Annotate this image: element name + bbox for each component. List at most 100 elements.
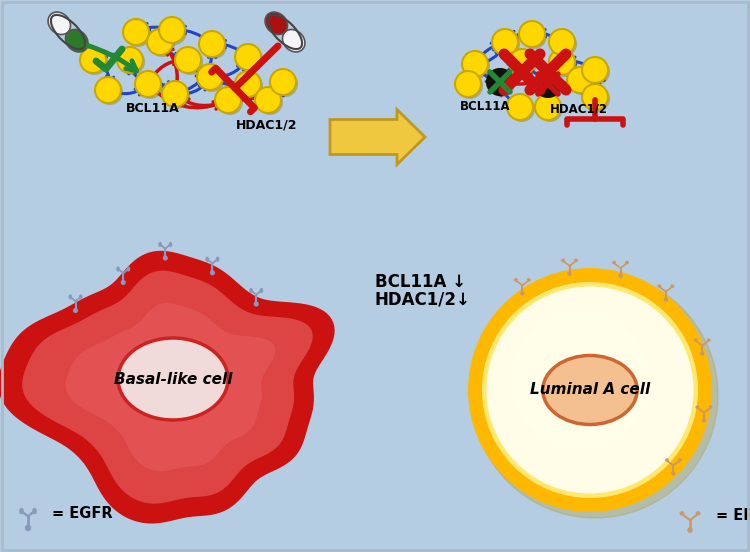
Ellipse shape xyxy=(118,338,228,420)
Ellipse shape xyxy=(514,278,517,282)
FancyArrowPatch shape xyxy=(510,31,530,39)
Ellipse shape xyxy=(670,284,674,288)
FancyArrowPatch shape xyxy=(110,88,143,95)
FancyArrowPatch shape xyxy=(550,83,574,89)
FancyArrowPatch shape xyxy=(501,64,516,79)
Circle shape xyxy=(455,71,481,97)
Ellipse shape xyxy=(79,294,82,300)
Polygon shape xyxy=(5,258,328,517)
Ellipse shape xyxy=(625,261,629,264)
Circle shape xyxy=(671,471,676,476)
Circle shape xyxy=(464,53,490,79)
FancyArrowPatch shape xyxy=(95,61,113,84)
Circle shape xyxy=(494,31,520,57)
FancyArrowPatch shape xyxy=(129,66,146,83)
Circle shape xyxy=(507,94,533,120)
Circle shape xyxy=(163,256,168,261)
Ellipse shape xyxy=(574,258,578,262)
FancyArrowPatch shape xyxy=(550,49,568,82)
Circle shape xyxy=(551,51,577,77)
Circle shape xyxy=(199,31,225,57)
Text: HDAC1/2: HDAC1/2 xyxy=(550,102,608,115)
FancyArrowPatch shape xyxy=(178,50,216,93)
Circle shape xyxy=(487,69,513,95)
Circle shape xyxy=(147,29,173,55)
Circle shape xyxy=(511,311,649,449)
FancyArrowPatch shape xyxy=(211,46,278,112)
Ellipse shape xyxy=(694,338,698,342)
Circle shape xyxy=(492,29,518,55)
Text: Luminal A cell: Luminal A cell xyxy=(530,383,650,397)
FancyArrowPatch shape xyxy=(581,83,590,94)
FancyArrowPatch shape xyxy=(218,40,246,55)
FancyArrowPatch shape xyxy=(567,100,622,125)
Circle shape xyxy=(119,49,145,75)
Circle shape xyxy=(549,49,575,75)
FancyArrowPatch shape xyxy=(478,47,502,63)
Circle shape xyxy=(457,73,483,99)
Circle shape xyxy=(664,298,668,302)
Ellipse shape xyxy=(265,12,287,35)
Circle shape xyxy=(237,73,263,99)
FancyArrowPatch shape xyxy=(476,66,494,82)
Circle shape xyxy=(509,49,535,75)
Ellipse shape xyxy=(206,257,209,262)
Circle shape xyxy=(175,47,201,73)
Ellipse shape xyxy=(680,511,685,516)
Circle shape xyxy=(519,21,545,47)
Circle shape xyxy=(254,301,259,306)
Circle shape xyxy=(567,67,593,93)
FancyArrowPatch shape xyxy=(524,68,545,83)
FancyArrowPatch shape xyxy=(568,57,592,68)
Circle shape xyxy=(257,89,283,115)
FancyArrowPatch shape xyxy=(142,24,170,30)
Ellipse shape xyxy=(260,288,263,293)
Polygon shape xyxy=(65,303,275,471)
Ellipse shape xyxy=(695,511,700,516)
Circle shape xyxy=(462,51,488,77)
Circle shape xyxy=(197,64,223,90)
FancyArrowPatch shape xyxy=(178,82,206,94)
Circle shape xyxy=(487,69,513,95)
FancyArrowPatch shape xyxy=(501,88,518,105)
Ellipse shape xyxy=(48,12,70,35)
Circle shape xyxy=(584,86,610,112)
Circle shape xyxy=(551,31,577,57)
FancyArrowPatch shape xyxy=(503,67,557,84)
FancyArrowPatch shape xyxy=(178,26,210,42)
Circle shape xyxy=(535,71,561,97)
Circle shape xyxy=(159,17,185,43)
Circle shape xyxy=(235,44,261,70)
Ellipse shape xyxy=(249,288,253,293)
Circle shape xyxy=(149,31,175,57)
FancyArrowPatch shape xyxy=(212,78,242,89)
FancyArrowPatch shape xyxy=(538,29,560,40)
FancyArrowPatch shape xyxy=(524,64,543,80)
Ellipse shape xyxy=(158,242,162,247)
Circle shape xyxy=(73,308,78,313)
Ellipse shape xyxy=(678,458,682,461)
Circle shape xyxy=(618,274,622,278)
Circle shape xyxy=(201,33,227,59)
Circle shape xyxy=(235,71,261,97)
Polygon shape xyxy=(22,270,313,503)
Circle shape xyxy=(117,47,143,73)
Ellipse shape xyxy=(709,405,712,409)
Circle shape xyxy=(162,81,188,107)
FancyArrowPatch shape xyxy=(181,98,226,105)
Text: BCL11A: BCL11A xyxy=(126,102,180,115)
Ellipse shape xyxy=(561,258,565,262)
FancyArrowPatch shape xyxy=(149,57,182,82)
Ellipse shape xyxy=(32,508,37,514)
Ellipse shape xyxy=(665,458,669,461)
Circle shape xyxy=(520,291,524,295)
FancyArrowPatch shape xyxy=(596,76,604,94)
Circle shape xyxy=(535,71,561,97)
Circle shape xyxy=(549,29,575,55)
Circle shape xyxy=(535,94,561,120)
Text: Basal-like cell: Basal-like cell xyxy=(114,371,232,386)
Ellipse shape xyxy=(127,267,130,272)
Circle shape xyxy=(702,418,706,423)
Circle shape xyxy=(582,84,608,110)
FancyArrowPatch shape xyxy=(151,82,171,89)
